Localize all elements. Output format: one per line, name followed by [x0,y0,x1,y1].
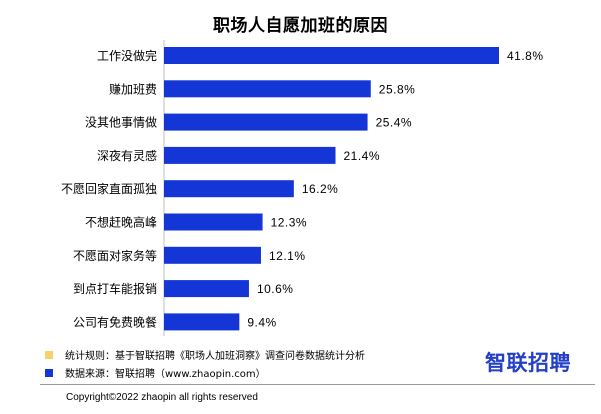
bar [164,313,240,331]
copyright-text: Copyright©2022 zhaopin all rights reserv… [66,392,258,403]
category-label: 不想赶晚高峰 [85,215,157,230]
category-label: 不愿回家直面孤独 [61,181,157,196]
value-label: 41.8% [507,49,544,63]
category-label: 赚加班费 [109,81,157,96]
bar [164,280,249,298]
category-label: 公司有免费晚餐 [73,314,157,329]
bar [164,180,294,198]
chart-title: 职场人自愿加班的原因 [213,16,388,36]
note-statistics-rule: 统计规则：基于智联招聘《职场人加班洞察》调查问卷数据统计分析 [45,347,365,362]
note-text: 统计规则：基于智联招聘《职场人加班洞察》调查问卷数据统计分析 [65,351,365,362]
category-label: 到点打车能报销 [73,281,157,296]
value-label: 12.3% [271,216,308,230]
category-label: 不愿面对家务等 [73,248,157,263]
value-label: 21.4% [344,149,381,163]
value-label: 9.4% [247,315,276,329]
footer-divider [40,384,595,385]
bar [164,213,263,231]
bar [164,146,336,164]
bar [164,246,261,264]
bar [164,47,499,64]
bar [164,113,368,131]
note-data-source: 数据来源：智联招聘（www.zhaopin.com） [45,365,365,380]
bar [164,80,371,98]
notes: 统计规则：基于智联招聘《职场人加班洞察》调查问卷数据统计分析 数据来源：智联招聘… [45,347,365,383]
value-label: 25.4% [376,116,413,130]
value-label: 25.8% [379,82,416,96]
zhaopin-logo: 智联招聘 [485,351,571,375]
value-label: 16.2% [302,182,339,196]
category-label: 工作没做完 [97,48,157,63]
note-text: 数据来源：智联招聘（www.zhaopin.com） [65,369,266,380]
note-swatch-yellow [45,350,53,359]
category-label: 没其他事情做 [85,115,157,130]
value-label: 10.6% [257,282,294,296]
note-swatch-blue [45,368,53,377]
value-label: 12.1% [269,249,306,263]
category-label: 深夜有灵感 [97,148,157,163]
